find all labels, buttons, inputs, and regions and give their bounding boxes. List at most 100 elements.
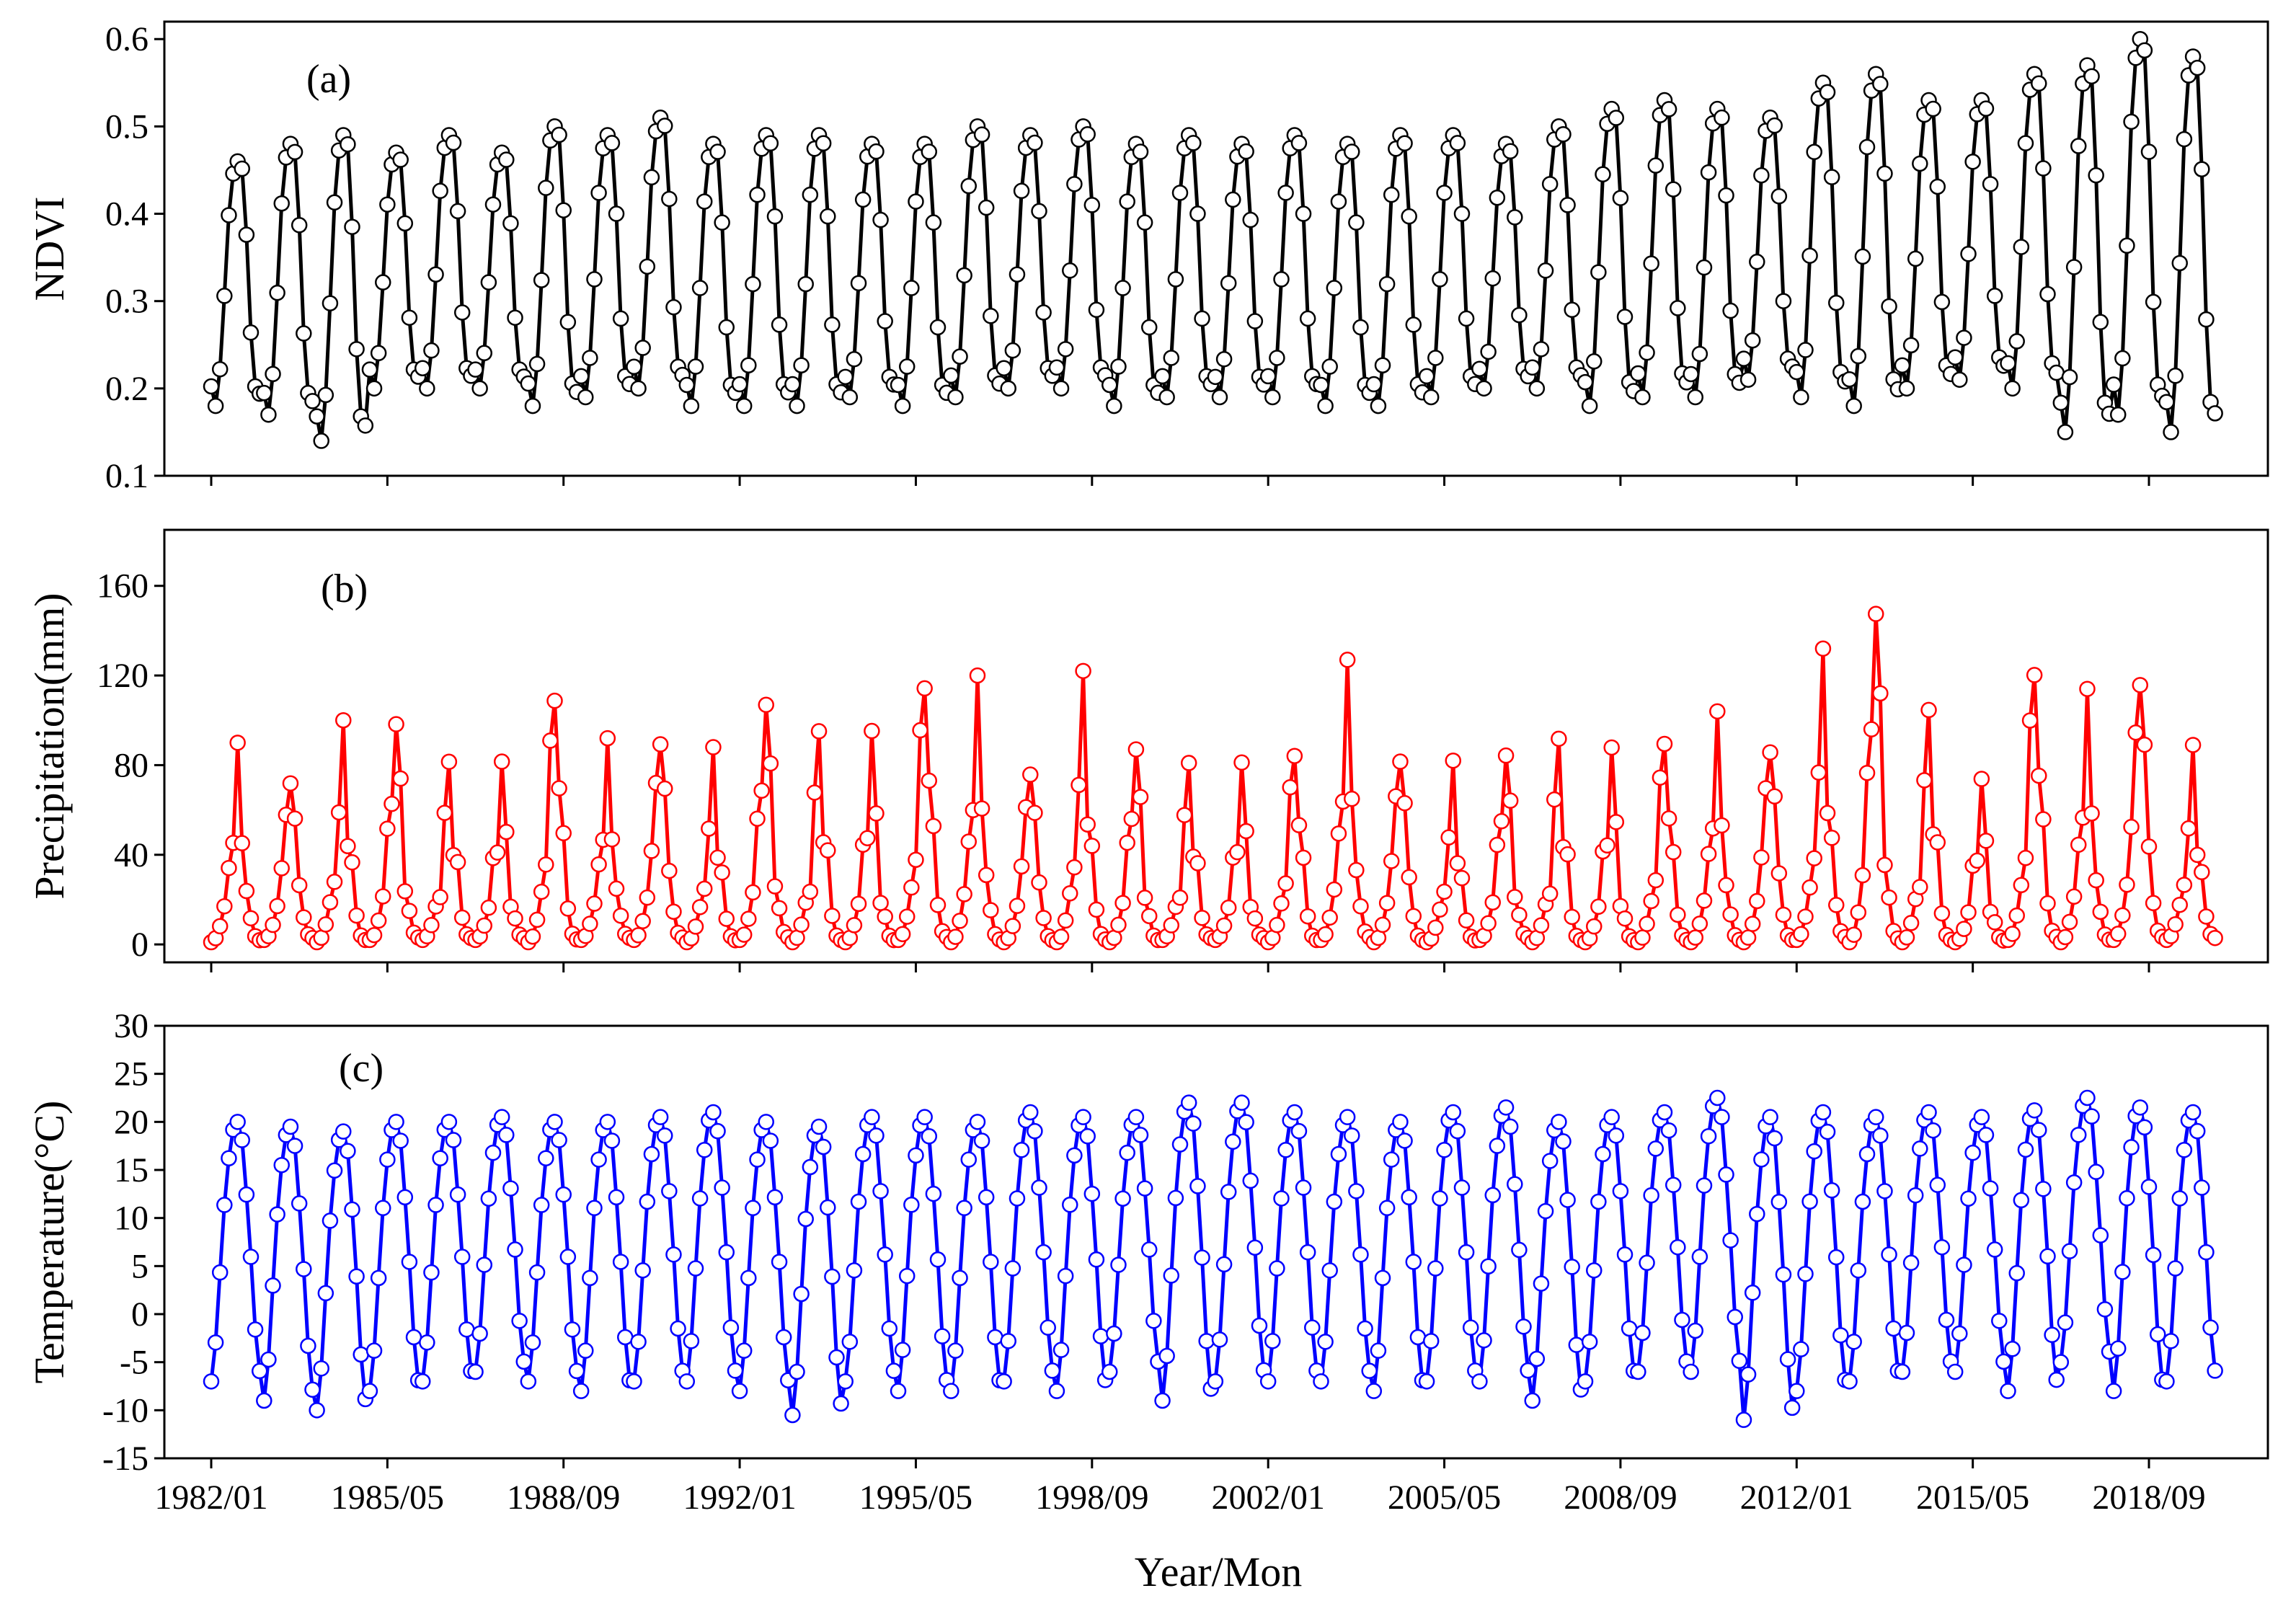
- data-point: [2004, 926, 2021, 942]
- data-point: [1823, 830, 1840, 846]
- data-point: [1154, 368, 1171, 385]
- data-point: [586, 1200, 603, 1217]
- data-point: [1013, 182, 1030, 200]
- data-point: [1603, 739, 1620, 756]
- data-point: [1458, 1243, 1475, 1261]
- data-point: [762, 1132, 779, 1149]
- data-point: [1052, 1342, 1070, 1358]
- data-point: [322, 295, 339, 311]
- data-point: [1982, 176, 1999, 192]
- data-point: [1462, 1319, 1479, 1336]
- data-point: [2065, 259, 2083, 275]
- data-point: [1898, 380, 1915, 397]
- data-point: [2035, 1181, 2052, 1197]
- panel-a-tag: (a): [306, 57, 351, 102]
- data-point: [2013, 1192, 2030, 1209]
- data-point: [1119, 193, 1135, 210]
- data-point: [348, 341, 365, 358]
- data-point: [608, 880, 625, 897]
- data-point: [731, 1383, 748, 1399]
- data-point: [1251, 1317, 1268, 1334]
- data-point: [2194, 1179, 2210, 1196]
- data-point: [1269, 916, 1285, 934]
- data-point: [1246, 1239, 1264, 1256]
- data-point: [1489, 1138, 1506, 1154]
- panel-c-ylabel: Temperature(°C): [26, 1101, 73, 1384]
- data-point: [1132, 143, 1149, 160]
- data-point: [1348, 861, 1365, 879]
- data-point: [1290, 817, 1308, 833]
- data-point: [925, 214, 942, 231]
- data-point: [2140, 838, 2158, 855]
- data-point: [652, 1109, 669, 1125]
- data-point: [269, 897, 285, 915]
- data-point: [313, 1360, 329, 1377]
- data-point: [1670, 906, 1686, 923]
- data-point: [1616, 309, 1634, 325]
- data-point: [533, 1197, 550, 1213]
- data-point: [207, 397, 224, 414]
- data-point: [1140, 1241, 1158, 1258]
- data-point: [242, 910, 260, 927]
- data-point: [1295, 1179, 1312, 1196]
- data-point: [2083, 805, 2100, 822]
- data-point: [850, 275, 867, 292]
- data-point: [273, 195, 290, 212]
- data-point: [1432, 901, 1448, 918]
- data-point: [1749, 253, 1765, 270]
- x-tick-label: 1998/09: [1035, 1478, 1148, 1517]
- data-point: [2171, 254, 2189, 272]
- data-point: [1727, 1308, 1743, 1326]
- data-point: [1119, 834, 1135, 851]
- data-point: [1731, 1352, 1748, 1370]
- data-point: [727, 1362, 744, 1379]
- data-point: [1762, 1109, 1778, 1125]
- data-point: [480, 1190, 497, 1207]
- data-point: [1194, 1249, 1210, 1266]
- data-point: [1867, 1109, 1884, 1125]
- data-point: [2065, 1174, 2083, 1191]
- data-point: [1520, 1362, 1536, 1379]
- data-point: [996, 1373, 1012, 1390]
- data-point: [2176, 1142, 2193, 1158]
- data-point: [1907, 1187, 1924, 1204]
- data-point: [639, 889, 656, 906]
- data-point: [978, 1189, 995, 1206]
- data-point: [908, 1147, 924, 1164]
- data-point: [1163, 350, 1180, 366]
- data-point: [1418, 1373, 1435, 1390]
- data-point: [340, 1143, 356, 1159]
- data-point: [1507, 209, 1523, 226]
- data-point: [1220, 1184, 1237, 1200]
- data-point: [1304, 1319, 1321, 1336]
- data-point: [423, 917, 440, 934]
- data-point: [1783, 1399, 1801, 1416]
- data-point: [793, 916, 810, 933]
- data-point: [396, 1189, 414, 1206]
- data-point: [1378, 275, 1396, 293]
- data-point: [1106, 397, 1122, 414]
- data-point: [1427, 350, 1444, 366]
- data-point: [1057, 1267, 1074, 1285]
- data-point: [2189, 846, 2206, 864]
- data-point: [1660, 1122, 1677, 1139]
- data-point: [1714, 817, 1730, 834]
- data-point: [1088, 1251, 1105, 1268]
- data-point: [317, 386, 334, 404]
- data-point: [1700, 846, 1717, 862]
- data-point: [1841, 1373, 1858, 1390]
- data-point: [1370, 397, 1387, 414]
- data-point: [1127, 741, 1145, 758]
- data-point: [603, 135, 621, 151]
- y-tick-label: 40: [114, 836, 149, 874]
- data-point: [1916, 772, 1933, 789]
- data-point: [1066, 176, 1083, 192]
- data-point: [564, 1321, 581, 1338]
- data-point: [802, 1158, 819, 1176]
- data-point: [943, 1383, 959, 1399]
- data-point: [1507, 889, 1523, 905]
- data-point: [370, 912, 387, 929]
- data-point: [1238, 822, 1254, 840]
- data-point: [1290, 1122, 1308, 1140]
- data-point: [2017, 849, 2034, 866]
